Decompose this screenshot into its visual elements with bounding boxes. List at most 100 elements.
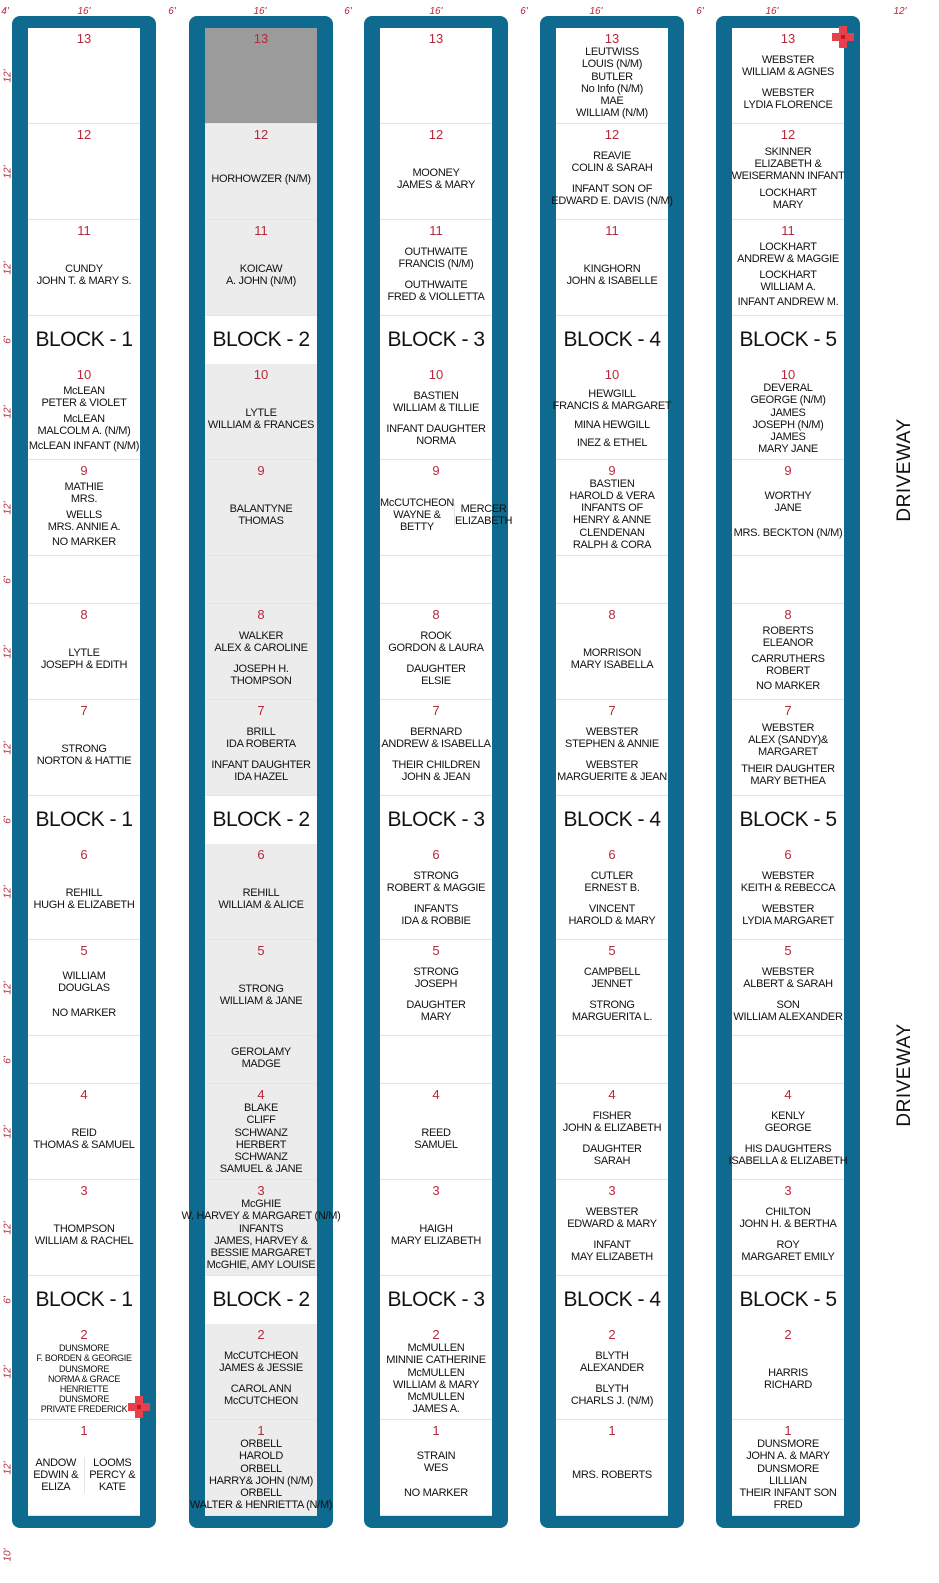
name-line: THOMAS & SAMUEL — [33, 1138, 135, 1151]
name-line: REED — [421, 1126, 451, 1139]
name-line: GEORGE (N/M) — [750, 394, 826, 407]
burial-entry: HEWGILL FRANCIS & MARGARET — [553, 388, 672, 412]
name-line: OUTHWAITE — [404, 278, 468, 291]
dimension-label: 16' — [253, 6, 267, 17]
lot-number: 5 — [608, 943, 616, 958]
name-line: MRS. BECKTON (N/M) — [733, 526, 843, 539]
lot: 7 WEBSTER ALEX (SANDY)& MARGARET THEIR DAUGH… — [732, 700, 844, 796]
burial-entry: KENLY GEORGE — [765, 1110, 812, 1134]
name-line: LYTLE — [68, 646, 100, 659]
name-line: THOMPSON — [53, 1222, 115, 1235]
lot-entries: REHILL HUGH & ELIZABETH — [28, 862, 140, 939]
lot-number: 9 — [80, 463, 88, 478]
name-line: HERBERT — [235, 1138, 287, 1151]
name-line: WEBSTER — [761, 870, 815, 883]
lot-entries: BLYTH ALEXANDER BLYTH CHARLS J. (N/M) — [556, 1342, 668, 1419]
name-line: NO MARKER — [52, 1006, 116, 1019]
lot: 10 HEWGILL FRANCIS & MARGARET MINA HEWGILL I… — [553, 364, 672, 460]
lot-number: 12 — [604, 127, 620, 142]
name-line: STRONG — [413, 966, 459, 979]
lot-entries: ANDOW EDWIN & ELIZA LOOMS PERCY & KATE — [28, 1438, 140, 1515]
name-line: BASTIEN — [589, 478, 635, 491]
name-line: WEBSTER — [585, 1206, 639, 1219]
lot-number: 7 — [608, 703, 616, 718]
lot: 9 BASTIEN HAROLD & VERA INFANTS OF HENRY & A… — [556, 460, 668, 556]
name-line: WEBSTER — [761, 54, 815, 67]
burial-entry: WEBSTER ALEX (SANDY)& MARGARET — [748, 722, 828, 758]
name-line: No Info (N/M) — [580, 82, 644, 95]
lot-entries: CUNDY JOHN T. & MARY S. — [28, 238, 140, 315]
lot: 8 ROOK GORDON & LAURA DAUGHTER ELSIE — [380, 604, 492, 700]
name-line: INFANT ANDREW M. — [737, 295, 839, 308]
lot-number: 13 — [76, 31, 92, 46]
name-line: HEWGILL — [588, 388, 636, 401]
lot-number: 3 — [608, 1183, 616, 1198]
lot-number: 1 — [608, 1423, 616, 1438]
burial-entry: STRONG JOSEPH — [413, 966, 459, 990]
lot-number: 10 — [780, 367, 796, 382]
burial-entry: LYTLE WILLIAM & FRANCES — [208, 407, 314, 431]
burial-entry: SKINNER ELIZABETH & WEISERMANN INFANT — [732, 146, 845, 182]
burial-entry: STRONG ROBERT & MAGGIE — [387, 870, 486, 894]
name-line: JAMES — [770, 406, 806, 419]
burial-entry: MERCER ELIZABETH — [454, 502, 513, 527]
name-line: MARGUERITE & JEAN — [557, 770, 667, 783]
name-line: WEBSTER — [761, 966, 815, 979]
name-line: CAROL ANN — [230, 1382, 292, 1395]
burial-entry: INFANT MAY ELIZABETH — [571, 1239, 653, 1263]
lot: 4 REID THOMAS & SAMUEL — [28, 1084, 140, 1180]
burial-entry: ROBERTS ELEANOR — [763, 625, 814, 649]
name-line: LOUIS (N/M) — [581, 58, 643, 71]
lot-number: 6 — [432, 847, 440, 862]
lot-number: 9 — [257, 463, 265, 478]
lot-entries: LYTLE JOSEPH & EDITH — [28, 622, 140, 699]
name-line: DAUGHTER — [406, 662, 466, 675]
lot-entries: WEBSTER KEITH & REBECCA WEBSTER LYDIA MARGA… — [732, 862, 844, 939]
name-line: LYDIA MARGARET — [742, 914, 834, 927]
lot-entries: MORRISON MARY ISABELLA — [556, 622, 668, 699]
name-line: CLENDENAN — [579, 526, 645, 539]
name-line: THOMAS — [238, 514, 284, 527]
name-line: MARY JANE — [758, 442, 818, 455]
lot-entries: DUNSMORE F. BORDEN & GEORGIE DUNSMORE NORMA… — [28, 1342, 140, 1419]
lot-entries: BRILL IDA ROBERTA INFANT DAUGHTER IDA HAZEL — [205, 718, 317, 795]
name-line: FRED & VIOLLETTA — [387, 290, 485, 303]
burial-entry: LOOMS PERCY & KATE — [83, 1456, 141, 1493]
lot-entries: WEBSTER WILLIAM & AGNES WEBSTER LYDIA FLORE… — [732, 46, 844, 123]
burial-entry: NO MARKER — [52, 1007, 116, 1019]
dimension-label: 6' — [344, 6, 352, 17]
name-line: HARRY& JOHN (N/M) — [208, 1474, 314, 1487]
lot-entries: DUNSMORE JOHN A. & MARY DUNSMORE LILLIAN THE… — [732, 1438, 844, 1515]
lot-number: 10 — [428, 367, 444, 382]
lot-entries: BLAKE CLIFF SCHWANZ HERBERT SCHWANZ SAMUEL & … — [205, 1102, 317, 1179]
lot-number: 7 — [784, 703, 792, 718]
burial-entry: MRS. BECKTON (N/M) — [734, 527, 843, 539]
lot: 9 BALANTYNE THOMAS — [205, 460, 317, 556]
lot-entries: WORTHY JANE MRS. BECKTON (N/M) — [732, 478, 844, 555]
burial-entry: NO MARKER — [756, 680, 820, 692]
lot: 6 REHILL HUGH & ELIZABETH — [28, 844, 140, 940]
name-line: MATHIE — [64, 481, 104, 494]
name-line: MARGUERITA L. — [571, 1010, 653, 1023]
lot-entries: BALANTYNE THOMAS — [205, 478, 317, 555]
burial-entry: CHILTON JOHN H. & BERTHA — [739, 1206, 836, 1230]
name-line: REID — [71, 1126, 97, 1139]
block-label: BLOCK - 3 — [387, 1288, 485, 1311]
name-line: PETER & VIOLET — [41, 397, 127, 410]
lot-entries: REID THOMAS & SAMUEL — [28, 1102, 140, 1179]
name-line: ELEANOR — [762, 637, 814, 650]
burial-entry: REHILL HUGH & ELIZABETH — [34, 887, 135, 911]
name-line: McMULLEN — [407, 1366, 465, 1379]
name-line: JOSEPH (N/M) — [752, 418, 824, 431]
name-line: WILLIAM & AGNES — [741, 66, 835, 79]
burial-entry: LYTLE JOSEPH & EDITH — [41, 646, 128, 671]
lot-number: 2 — [784, 1327, 792, 1342]
name-line: BETTY — [400, 520, 434, 533]
lot: 7 BERNARD ANDREW & ISABELLA THEIR CHILDREN J… — [380, 700, 492, 796]
lot: 5 CAMPBELL JENNET STRONG MARGUERITA L. — [556, 940, 668, 1036]
burial-entry: McLEAN MALCOLM A. (N/M) — [38, 413, 131, 437]
lot-number: 2 — [257, 1327, 265, 1342]
gap-row — [556, 1036, 668, 1084]
lot-entries: KOICAW A. JOHN (N/M) — [205, 238, 317, 315]
name-line: REHILL — [65, 886, 103, 899]
